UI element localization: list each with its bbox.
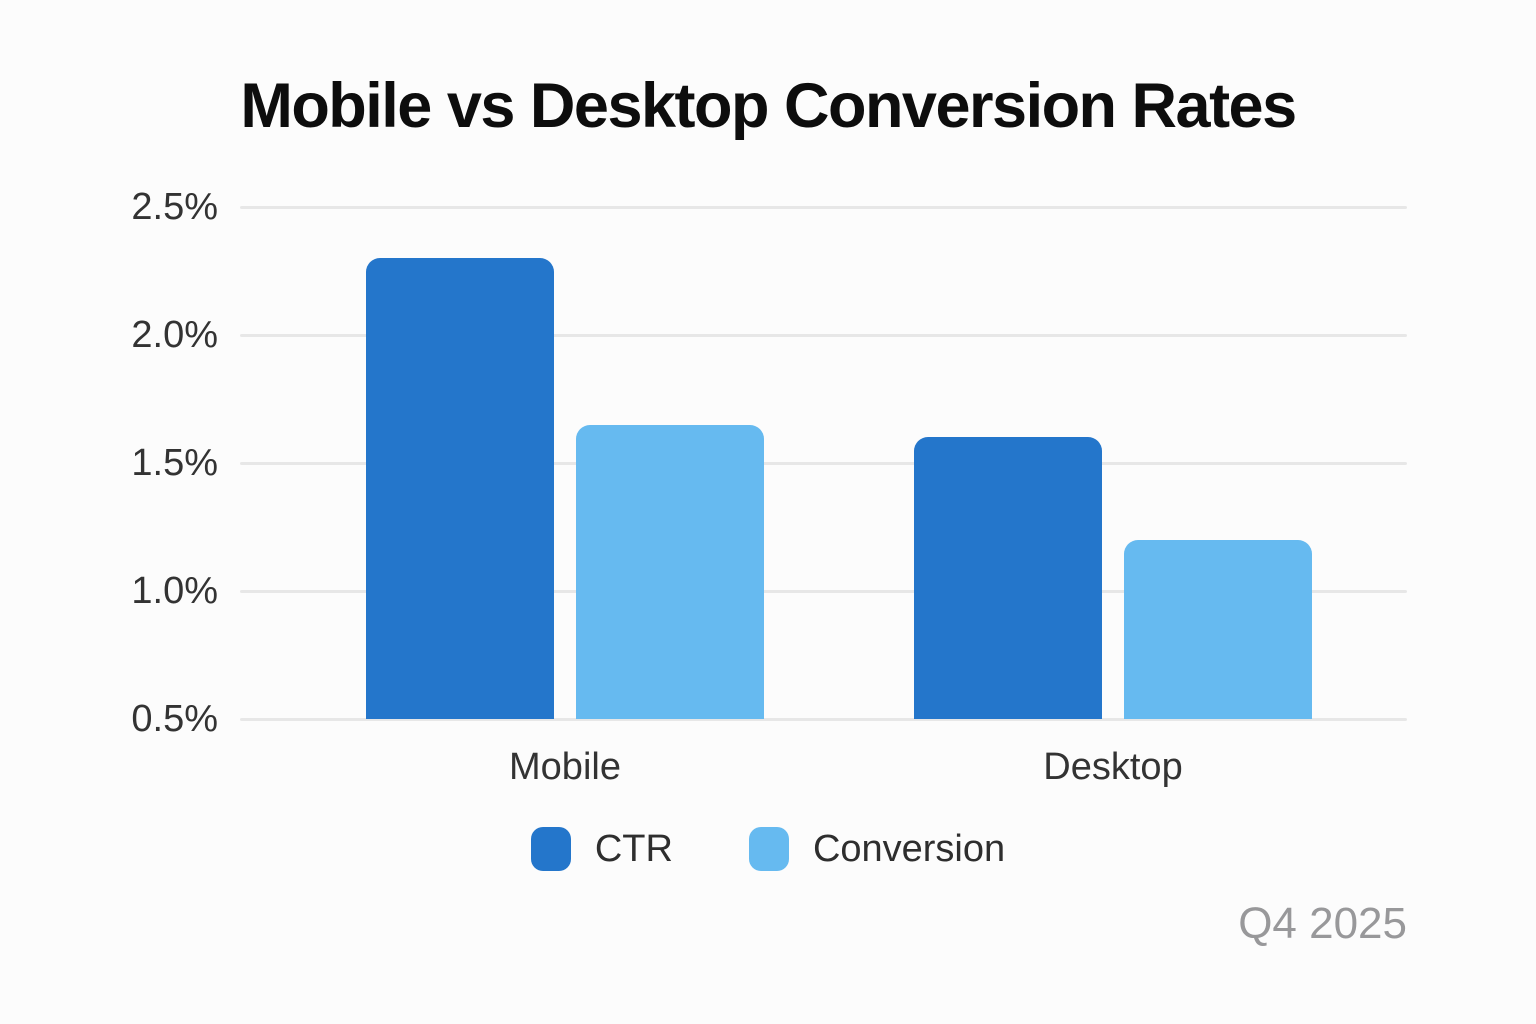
y-axis-label-0.5%: 0.5%	[131, 698, 218, 740]
chart-title: Mobile vs Desktop Conversion Rates	[240, 71, 1297, 141]
gridline-1.5%	[240, 462, 1407, 465]
x-axis-label-mobile: Mobile	[509, 746, 621, 788]
bar-desktop-ctr	[914, 437, 1102, 719]
legend-item-conversion: Conversion	[748, 827, 1006, 871]
legend-label-ctr: CTR	[594, 828, 673, 870]
gridline-2.0%	[240, 334, 1407, 337]
y-axis-label-1.5%: 1.5%	[131, 442, 218, 484]
legend-label-conversion: Conversion	[812, 828, 1006, 870]
legend-item-ctr: CTR	[530, 827, 673, 871]
y-axis-label-2.5%: 2.5%	[131, 186, 218, 228]
bar-mobile-ctr	[366, 258, 554, 719]
period-annotation: Q4 2025	[1238, 899, 1407, 948]
gridline-0.5%	[240, 718, 1407, 721]
legend: CTR Conversion	[0, 827, 1536, 871]
gridline-1.0%	[240, 590, 1407, 593]
x-axis-label-desktop: Desktop	[1043, 746, 1183, 788]
bar-mobile-conversion	[576, 425, 764, 719]
y-axis-label-2.0%: 2.0%	[131, 314, 218, 356]
legend-swatch-conversion	[748, 827, 789, 871]
plot-area	[240, 206, 1407, 721]
gridline-2.5%	[240, 206, 1407, 209]
bar-desktop-conversion	[1124, 540, 1312, 719]
y-axis-label-1.0%: 1.0%	[131, 570, 218, 612]
legend-swatch-ctr	[530, 827, 571, 871]
